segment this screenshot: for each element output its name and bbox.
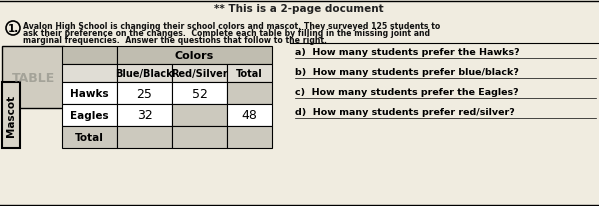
Text: 25: 25 [137,87,152,100]
Text: Total: Total [236,69,263,79]
Bar [2,47,64,109]
Bar [117,47,272,65]
Text: Colors: Colors [175,51,214,61]
Bar [172,83,227,104]
Text: marginal frequencies.  Answer the questions that follow to the right.: marginal frequencies. Answer the questio… [23,36,327,45]
Bar [2,83,20,148]
Text: b)  How many students prefer blue/black?: b) How many students prefer blue/black? [295,68,519,77]
Text: Eagles: Eagles [70,110,109,121]
Text: ask their preference on the changes.  Complete each table by filling in the miss: ask their preference on the changes. Com… [23,29,430,38]
Text: Mascot: Mascot [6,95,16,136]
Text: Avalon High School is changing their school colors and mascot. They surveyed 125: Avalon High School is changing their sch… [23,22,440,31]
Text: Total: Total [75,132,104,142]
Text: d)  How many students prefer red/silver?: d) How many students prefer red/silver? [295,108,515,116]
Bar [117,65,172,83]
Bar [227,126,272,148]
Text: a)  How many students prefer the Hawks?: a) How many students prefer the Hawks? [295,48,519,57]
Bar [172,126,227,148]
Bar [117,126,172,148]
Bar [62,47,117,65]
Text: Hawks: Hawks [70,89,109,98]
Text: 32: 32 [137,109,152,122]
Bar [227,104,272,126]
Bar [172,104,227,126]
Bar [172,65,227,83]
Bar [62,126,117,148]
Bar [62,104,117,126]
Bar [227,83,272,104]
Bar [62,65,117,83]
Text: Blue/Black: Blue/Black [116,69,173,79]
Bar [227,65,272,83]
Text: 48: 48 [241,109,258,122]
Text: 52: 52 [192,87,207,100]
Bar [62,83,117,104]
Text: Red/Silver: Red/Silver [171,69,228,79]
Bar [117,104,172,126]
Text: TABLE: TABLE [11,71,55,84]
Bar [117,83,172,104]
Text: 1.: 1. [7,24,19,34]
Text: c)  How many students prefer the Eagles?: c) How many students prefer the Eagles? [295,88,519,97]
Text: ** This is a 2-page document: ** This is a 2-page document [214,4,384,14]
